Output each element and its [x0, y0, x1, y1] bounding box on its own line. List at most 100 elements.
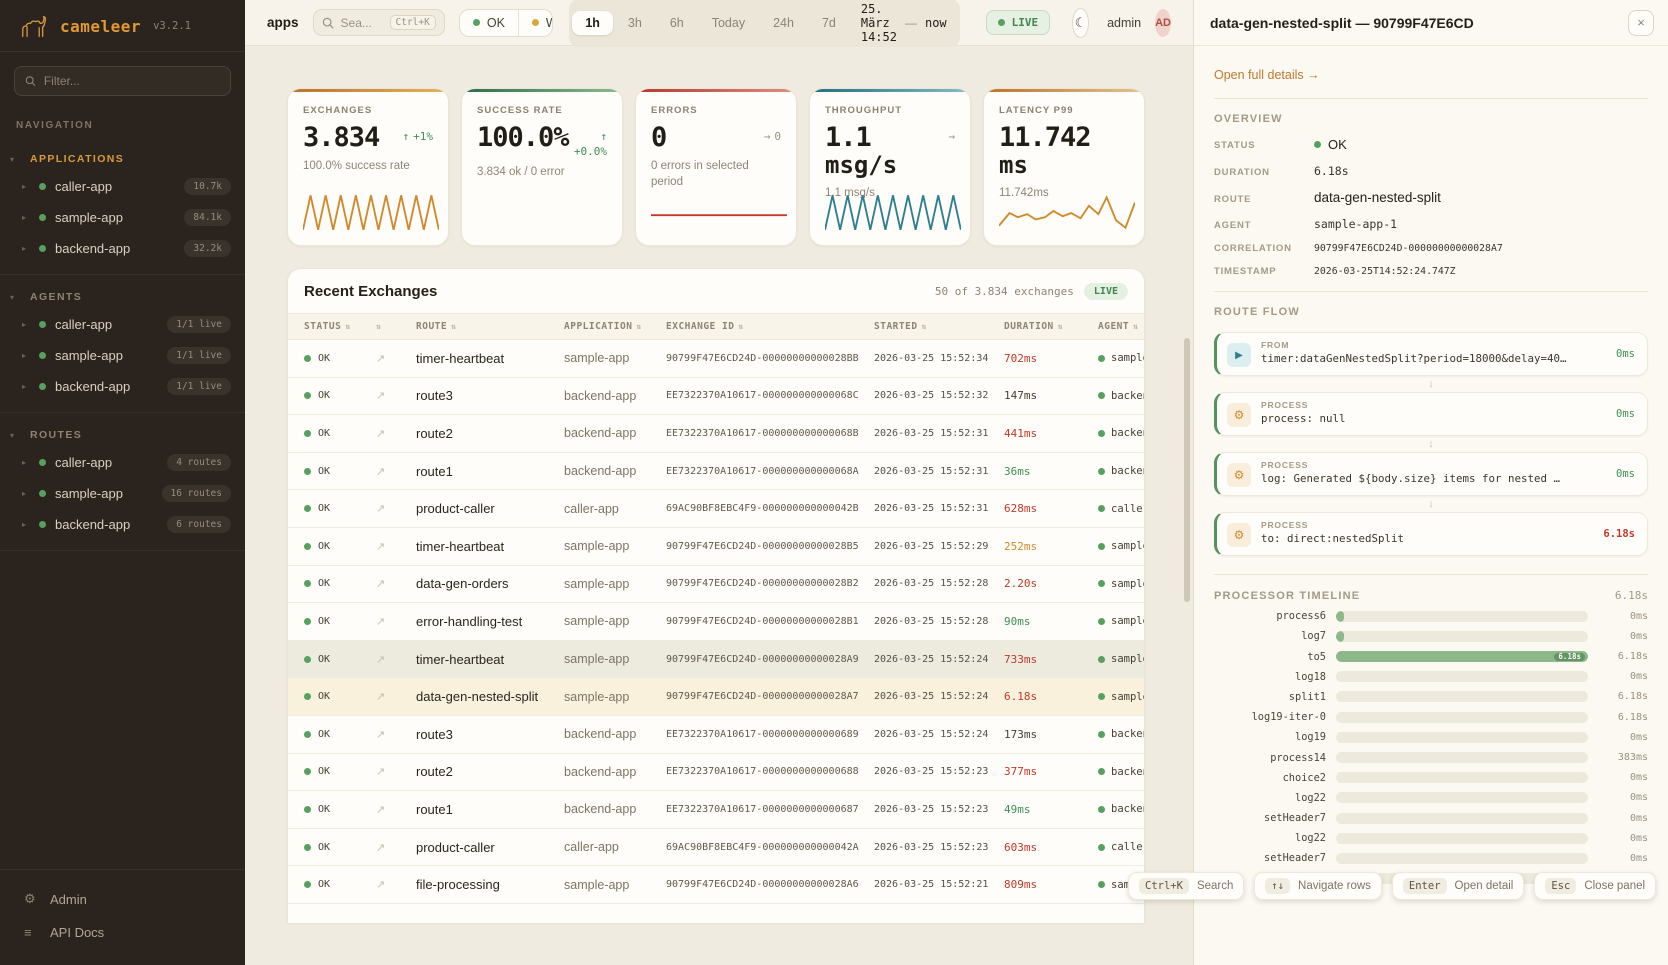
flow-step[interactable]: ⚙ PROCESS to: direct:nestedSplit 6.18s: [1214, 512, 1648, 556]
sidebar-item-caller-app[interactable]: ▸ caller-app 10.7k: [0, 171, 245, 202]
agent-label: sample: [1111, 352, 1144, 365]
open-link-icon[interactable]: ↗: [376, 615, 386, 628]
kpi-row: EXCHANGES 3.834 ↑ +1% 100.0% success rate SUC…: [287, 88, 1145, 246]
sort-icon: ⇅: [345, 322, 351, 331]
sidebar-item-admin[interactable]: ⚙ Admin: [0, 882, 245, 916]
sidebar-section-header[interactable]: ▾ AGENTS: [0, 283, 245, 309]
flow-step[interactable]: ⚙ PROCESS process: null 0ms: [1214, 392, 1648, 436]
agent-cell: sample: [1098, 615, 1144, 627]
sidebar-item-label: sample-app: [55, 486, 123, 501]
table-row[interactable]: OK ↗ timer-heartbeat sample-app 90799F47E6CD…: [288, 528, 1144, 566]
status-filter-ok[interactable]: OK: [460, 9, 519, 36]
sidebar-item-label: backend-app: [55, 517, 131, 532]
open-link-icon[interactable]: ↗: [376, 841, 386, 854]
sidebar-item-sample-app[interactable]: ▸ sample-app 1/1 live: [0, 340, 245, 371]
range-today[interactable]: Today: [699, 11, 758, 35]
table-row[interactable]: OK ↗ route1 backend-app EE7322370A10617-0000…: [288, 453, 1144, 491]
status-dot: [1098, 805, 1105, 813]
open-link-icon[interactable]: ↗: [376, 465, 386, 478]
column-header-label: ROUTE: [416, 321, 448, 332]
flow-step[interactable]: ▶ FROM timer:dataGenNestedSplit?period=180…: [1214, 332, 1648, 376]
table-row[interactable]: OK ↗ product-caller caller-app 69AC90BF8EBC4…: [288, 490, 1144, 528]
open-link-icon[interactable]: ↗: [376, 691, 386, 704]
table-row[interactable]: OK ↗ timer-heartbeat sample-app 90799F47E6CD…: [288, 340, 1144, 378]
table-row[interactable]: OK ↗ file-processing sample-app 90799F47E6CD…: [288, 866, 1144, 904]
open-link-icon[interactable]: ↗: [376, 766, 386, 779]
open-link-icon[interactable]: ↗: [376, 803, 386, 816]
range-3h[interactable]: 3h: [615, 11, 655, 35]
flow-step[interactable]: ⚙ PROCESS log: Generated ${body.size} item…: [1214, 452, 1648, 496]
sidebar-item-caller-app[interactable]: ▸ caller-app 4 routes: [0, 447, 245, 478]
open-link-icon[interactable]: ↗: [376, 352, 386, 365]
timeline-duration: 0ms: [1629, 812, 1648, 824]
route-cell: product-caller: [416, 839, 495, 855]
avatar[interactable]: AD: [1155, 8, 1171, 37]
table-row[interactable]: OK ↗ data-gen-nested-split sample-app 90799F…: [288, 678, 1144, 716]
sidebar-item-sample-app[interactable]: ▸ sample-app 84.1k: [0, 202, 245, 233]
application-cell: backend-app: [564, 388, 637, 403]
sidebar-item-backend-app[interactable]: ▸ backend-app 1/1 live: [0, 371, 245, 402]
search-input[interactable]: [340, 15, 383, 30]
sidebar-section-header[interactable]: ▾ ROUTES: [0, 421, 245, 447]
column-header-agent[interactable]: AGENT ⇅: [1098, 321, 1144, 332]
table-row[interactable]: OK ↗ route1 backend-app EE7322370A10617-0000…: [288, 791, 1144, 829]
open-link-icon[interactable]: ↗: [376, 578, 386, 591]
route-flow-list: ▶ FROM timer:dataGenNestedSplit?period=180…: [1214, 332, 1648, 556]
chevron-right-icon: ▸: [22, 182, 27, 191]
status-dot: [531, 19, 539, 26]
table-row[interactable]: OK ↗ route3 backend-app EE7322370A10617-0000…: [288, 378, 1144, 416]
sidebar-section-header[interactable]: ▾ APPLICATIONS: [0, 145, 245, 171]
sidebar-filter[interactable]: [14, 66, 231, 96]
open-link-icon[interactable]: ↗: [376, 390, 386, 403]
range-1h[interactable]: 1h: [572, 10, 613, 35]
sidebar-item-sample-app[interactable]: ▸ sample-app 16 routes: [0, 478, 245, 509]
table-row[interactable]: OK ↗ route3 backend-app EE7322370A10617-0000…: [288, 716, 1144, 754]
range-6h[interactable]: 6h: [657, 11, 697, 35]
sidebar-item-badge: 1/1 live: [167, 316, 231, 333]
live-badge[interactable]: LIVE: [985, 10, 1051, 35]
vertical-scrollbar[interactable]: [1184, 338, 1190, 602]
status-dot: [304, 730, 311, 738]
sidebar-item-api-docs[interactable]: ≡ API Docs: [0, 916, 245, 949]
range-7d[interactable]: 7d: [809, 11, 849, 35]
table-row[interactable]: OK ↗ route2 backend-app EE7322370A10617-0000…: [288, 754, 1144, 792]
sidebar-item-backend-app[interactable]: ▸ backend-app 32.2k: [0, 233, 245, 264]
table-row[interactable]: OK ↗ data-gen-orders sample-app 90799F47E6CD…: [288, 566, 1144, 604]
open-link-icon[interactable]: ↗: [376, 503, 386, 516]
sidebar-item-caller-app[interactable]: ▸ caller-app 1/1 live: [0, 309, 245, 340]
open-link-icon[interactable]: ↗: [376, 879, 386, 892]
kpi-label: THROUGHPUT: [825, 105, 903, 116]
timeline-track: [1336, 812, 1588, 824]
column-header-link[interactable]: ⇅: [376, 322, 416, 331]
search-box[interactable]: Ctrl+K: [312, 9, 445, 36]
timeline-name: to5: [1307, 650, 1326, 663]
status-filter-warn[interactable]: Warn: [519, 10, 552, 36]
open-link-icon[interactable]: ↗: [376, 427, 386, 440]
column-header-started[interactable]: STARTED ⇅: [874, 321, 1004, 332]
sidebar-item-backend-app[interactable]: ▸ backend-app 6 routes: [0, 509, 245, 540]
theme-toggle[interactable]: ☾: [1072, 7, 1090, 38]
date-range[interactable]: 25. März 14:52: [860, 1, 897, 44]
open-link-icon[interactable]: ↗: [376, 540, 386, 553]
range-24h[interactable]: 24h: [760, 11, 807, 35]
close-icon: ×: [1637, 15, 1645, 30]
close-button[interactable]: ×: [1628, 9, 1654, 36]
table-row[interactable]: OK ↗ route2 backend-app EE7322370A10617-0000…: [288, 415, 1144, 453]
timeline-row: process14 383ms: [1214, 752, 1648, 764]
column-header-duration[interactable]: DURATION ⇅: [1004, 321, 1098, 332]
table-row[interactable]: OK ↗ error-handling-test sample-app 90799F47…: [288, 603, 1144, 641]
timeline-track: [1336, 852, 1588, 864]
open-link-icon[interactable]: ↗: [376, 728, 386, 741]
filter-input[interactable]: [43, 74, 220, 88]
column-header-route[interactable]: ROUTE ⇅: [416, 321, 564, 332]
application-cell: backend-app: [564, 727, 637, 742]
column-header-status[interactable]: STATUS ⇅: [304, 321, 376, 332]
column-header-exchange-id[interactable]: EXCHANGE ID ⇅: [666, 321, 874, 332]
table-row[interactable]: OK ↗ timer-heartbeat sample-app 90799F47E6CD…: [288, 640, 1144, 679]
open-full-details-link[interactable]: Open full details →: [1214, 68, 1320, 82]
table-row[interactable]: OK ↗ product-caller caller-app 69AC90BF8EBC4…: [288, 829, 1144, 867]
column-header-application[interactable]: APPLICATION ⇅: [564, 321, 666, 332]
date-now[interactable]: now: [924, 15, 947, 30]
open-link-icon[interactable]: ↗: [376, 653, 386, 666]
kpi-subtext: 11.742ms: [999, 186, 1049, 199]
